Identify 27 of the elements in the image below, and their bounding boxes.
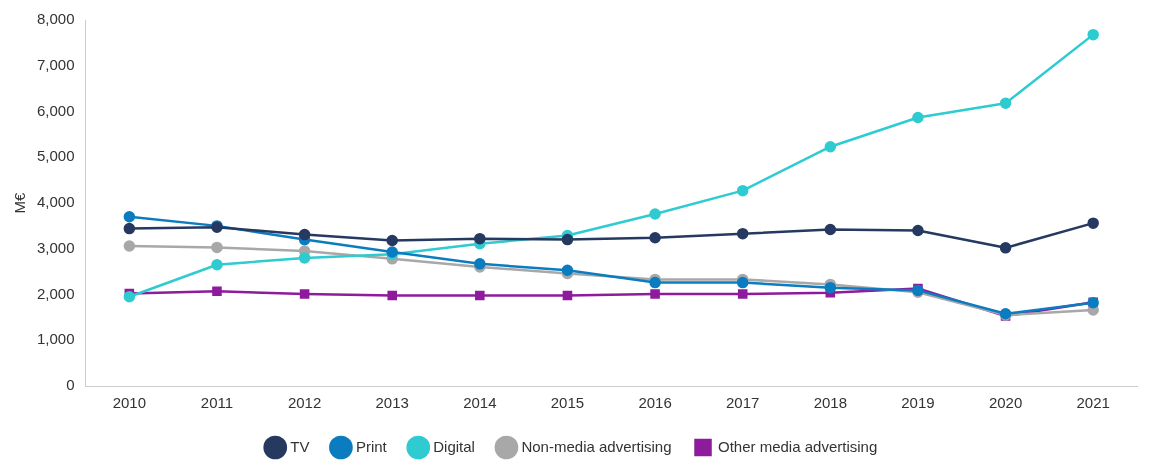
y-tick-label: 5,000 bbox=[36, 147, 75, 165]
x-tick-label: 2020 bbox=[988, 394, 1023, 412]
legend-label: TV bbox=[290, 437, 310, 455]
y-tick-label: 3,000 bbox=[36, 238, 75, 256]
y-tick-label: 8,000 bbox=[36, 10, 75, 28]
x-tick-label: 2015 bbox=[550, 394, 585, 412]
y-tick-label: 1,000 bbox=[36, 330, 75, 348]
x-tick-label: 2011 bbox=[200, 394, 234, 412]
x-tick-label: 2014 bbox=[463, 394, 497, 412]
x-tick-label: 2012 bbox=[287, 394, 322, 412]
x-tick-label: 2010 bbox=[112, 394, 147, 412]
legend-label: Digital bbox=[433, 437, 475, 455]
y-tick-label: 7,000 bbox=[36, 55, 75, 73]
y-tick-label: 0 bbox=[66, 376, 75, 394]
x-tick-label: 2018 bbox=[813, 394, 848, 412]
y-tick-label: 4,000 bbox=[36, 193, 75, 211]
x-tick-label: 2019 bbox=[901, 394, 935, 412]
legend-label: Non-media advertising bbox=[521, 437, 672, 455]
legend-label: Other media advertising bbox=[718, 437, 878, 455]
y-tick-label: 6,000 bbox=[36, 101, 75, 119]
x-tick-label: 2016 bbox=[638, 394, 672, 412]
x-tick-label: 2021 bbox=[1076, 394, 1110, 412]
x-tick-label: 2013 bbox=[375, 394, 409, 412]
x-tick-label: 2017 bbox=[726, 394, 760, 412]
y-axis-title: M€ bbox=[11, 191, 29, 214]
legend-label: Print bbox=[355, 437, 388, 455]
y-tick-label: 2,000 bbox=[36, 284, 75, 302]
